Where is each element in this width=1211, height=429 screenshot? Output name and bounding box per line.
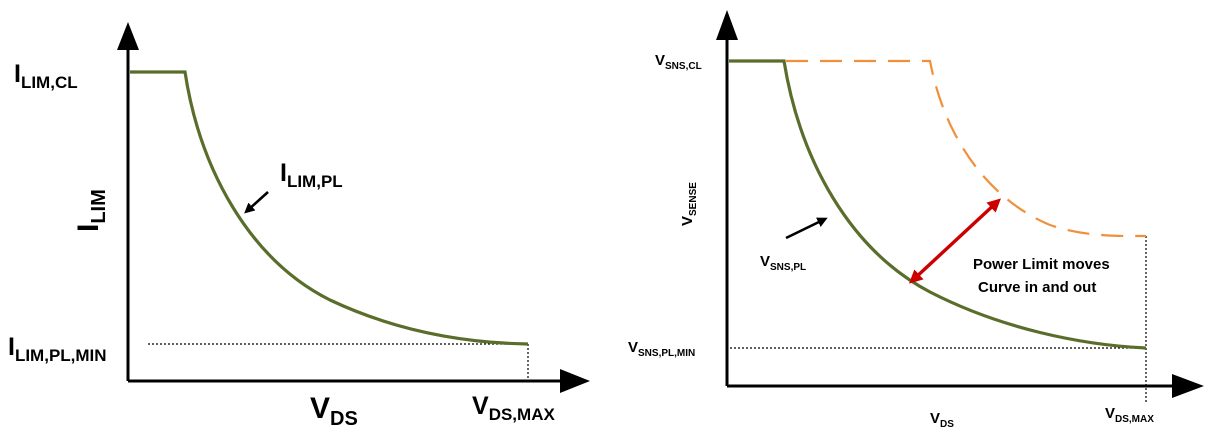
right-sense-curve — [729, 59, 1147, 350]
left-panel: ILIM,CL ILIM,PL,MIN ILIM ILIM,PL VDS VDS… — [8, 22, 590, 429]
annotation-line-1: Power Limit moves — [973, 256, 1110, 273]
left-y-bottom-label: ILIM,PL,MIN — [8, 333, 107, 365]
right-y-axis-title: VSENSE — [679, 182, 699, 226]
right-x-arrowhead — [1172, 374, 1204, 398]
left-x-axis-title: VDS — [310, 392, 358, 429]
right-curve-label: VSNS,PL — [760, 253, 806, 273]
left-curve-label: ILIM,PL — [280, 159, 343, 191]
right-x-max-label: VDS,MAX — [1105, 405, 1154, 425]
power-limit-shift-arrow — [909, 198, 1001, 284]
right-x-axis-title: VDS — [930, 410, 954, 429]
left-curve-pointer — [244, 191, 269, 214]
left-x-max-label: VDS,MAX — [472, 392, 555, 424]
left-y-top-label: ILIM,CL — [14, 60, 78, 92]
right-y-bottom-label: VSNS,PL,MIN — [628, 339, 695, 359]
right-y-top-label: VSNS,CL — [655, 52, 702, 72]
right-curve-pointer — [785, 217, 828, 240]
left-y-axis-title: ILIM — [72, 189, 110, 232]
right-panel: VSNS,CL VSNS,PL,MIN VSENSE VSNS,PL VDS V… — [628, 10, 1204, 429]
right-y-arrowhead — [716, 10, 738, 40]
left-limit-curve — [130, 70, 529, 346]
annotation-line-2: Curve in and out — [978, 279, 1096, 296]
left-x-arrowhead — [560, 369, 590, 393]
right-shifted-curve — [786, 59, 1147, 238]
left-y-arrowhead — [117, 22, 139, 50]
